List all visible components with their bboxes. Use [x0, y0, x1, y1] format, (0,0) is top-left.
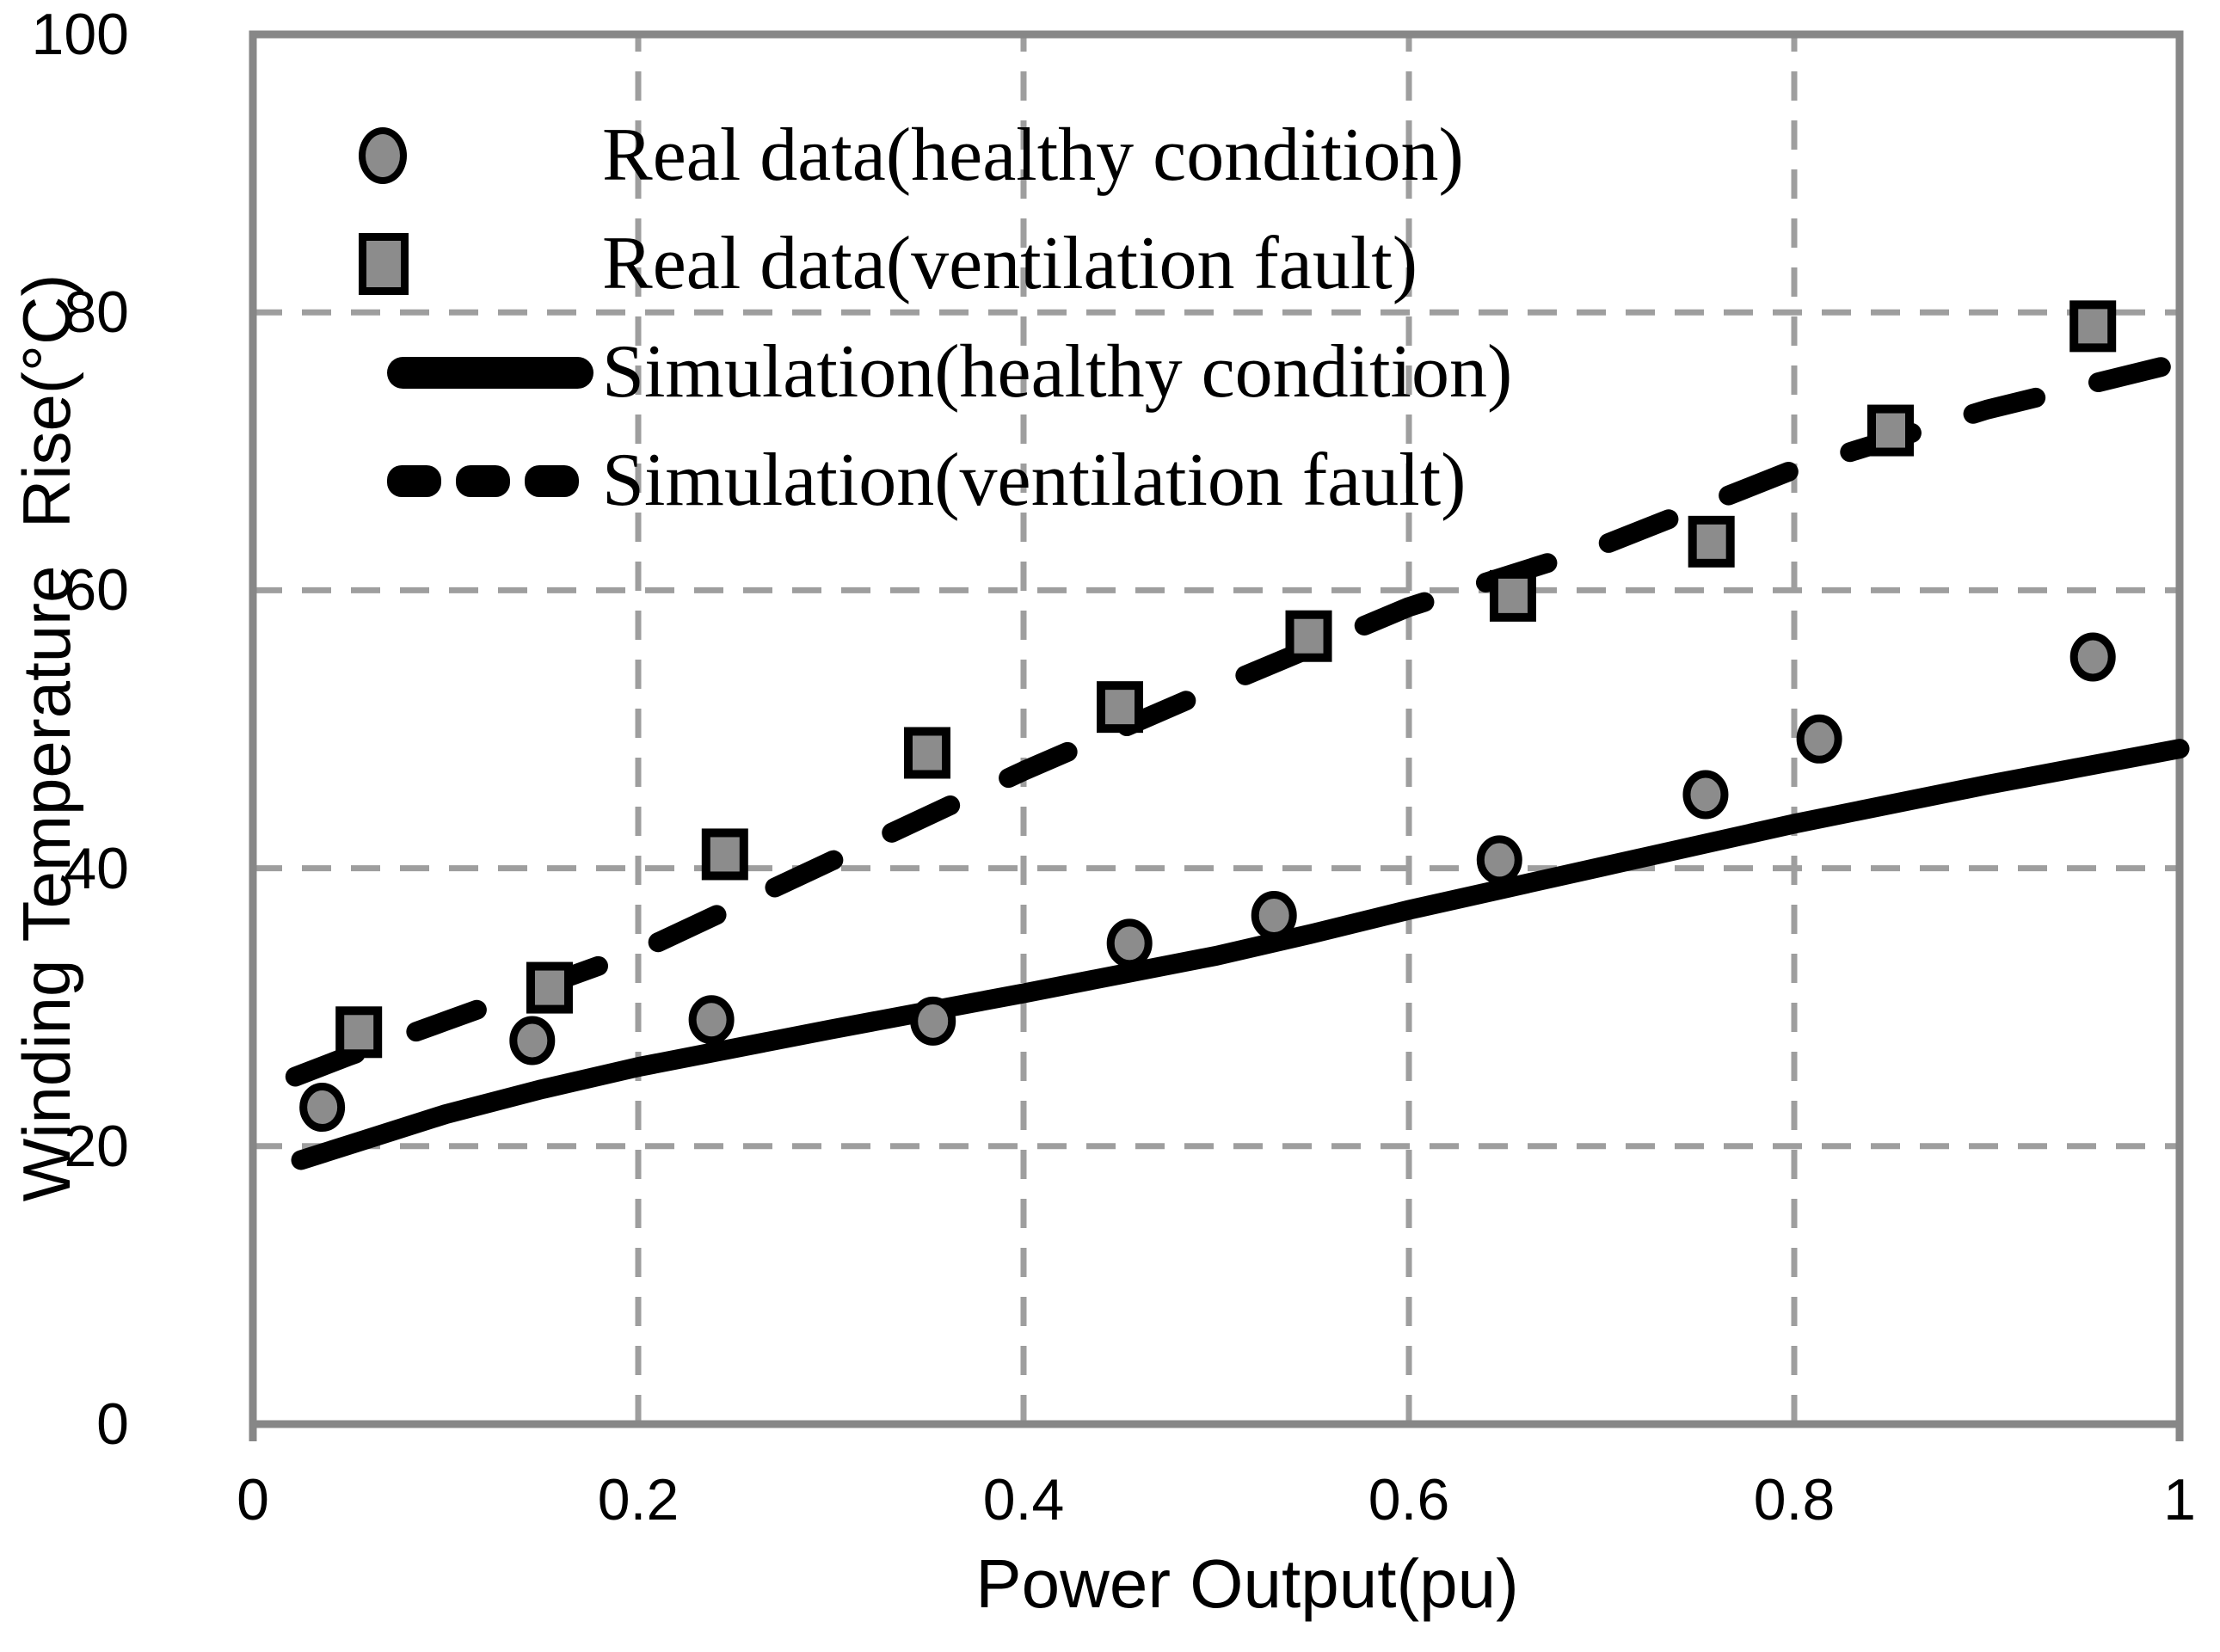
solid-line-icon [387, 356, 593, 389]
data-point-square [701, 828, 748, 881]
y-tick-label: 40 [64, 835, 129, 901]
legend-item-sim-fault: Simulation(ventilation fault) [305, 427, 1512, 535]
y-tick-label: 20 [64, 1113, 129, 1179]
legend-marker-cell [305, 233, 602, 295]
data-point-square [1867, 404, 1914, 457]
data-point-circle [910, 996, 956, 1046]
legend-item-real-healthy: Real data(healthy condition) [305, 101, 1512, 210]
data-point-circle [299, 1083, 346, 1133]
data-point-square [904, 727, 950, 779]
x-axis-title: Power Output(pu) [975, 1545, 1519, 1622]
circle-marker-icon [359, 127, 407, 184]
y-tick-label: 0 [96, 1391, 129, 1457]
data-point-square [1489, 569, 1536, 622]
data-point-square [526, 961, 573, 1014]
data-point-circle [1106, 918, 1153, 968]
legend-label: Real data(ventilation fault) [602, 222, 1418, 305]
legend-item-real-fault: Real data(ventilation fault) [305, 210, 1512, 318]
legend-label: Real data(healthy condition) [602, 114, 1464, 197]
x-tick-label: 0.6 [1368, 1467, 1450, 1532]
data-point-square [335, 1006, 383, 1059]
data-point-square [1285, 610, 1332, 662]
data-point-circle [1476, 835, 1522, 885]
data-point-circle [1251, 891, 1297, 941]
legend-marker-cell [305, 464, 602, 497]
data-point-circle [1682, 770, 1729, 820]
x-tick-label: 0 [237, 1467, 269, 1532]
data-point-circle [2069, 632, 2116, 682]
data-point-circle [1796, 714, 1842, 764]
legend-label: Simulation(healthy condition) [602, 330, 1513, 414]
data-point-circle [688, 995, 735, 1045]
legend-label: Simulation(ventilation fault) [602, 439, 1467, 522]
data-point-square [1688, 515, 1735, 568]
data-point-square [1097, 681, 1143, 734]
y-tick-label: 80 [64, 279, 129, 346]
x-tick-label: 0.4 [982, 1467, 1065, 1532]
data-point-circle [509, 1016, 556, 1066]
plot-frame [249, 30, 2184, 1428]
legend-marker-cell [305, 127, 602, 184]
legend-item-sim-healthy: Simulation(healthy condition) [305, 318, 1512, 427]
x-tick-label: 1 [2163, 1467, 2196, 1532]
legend: Real data(healthy condition) Real data(v… [305, 101, 1512, 535]
x-tick-label: 0.8 [1753, 1467, 1836, 1532]
y-tick-label: 60 [64, 557, 129, 623]
dashed-line-icon [387, 464, 579, 497]
square-marker-icon [359, 233, 409, 295]
sim-line-solid [291, 739, 2190, 1170]
y-tick-label: 100 [31, 2, 129, 67]
x-tick-label: 0.2 [597, 1467, 680, 1532]
data-point-square [2069, 300, 2117, 353]
legend-marker-cell [305, 356, 602, 389]
